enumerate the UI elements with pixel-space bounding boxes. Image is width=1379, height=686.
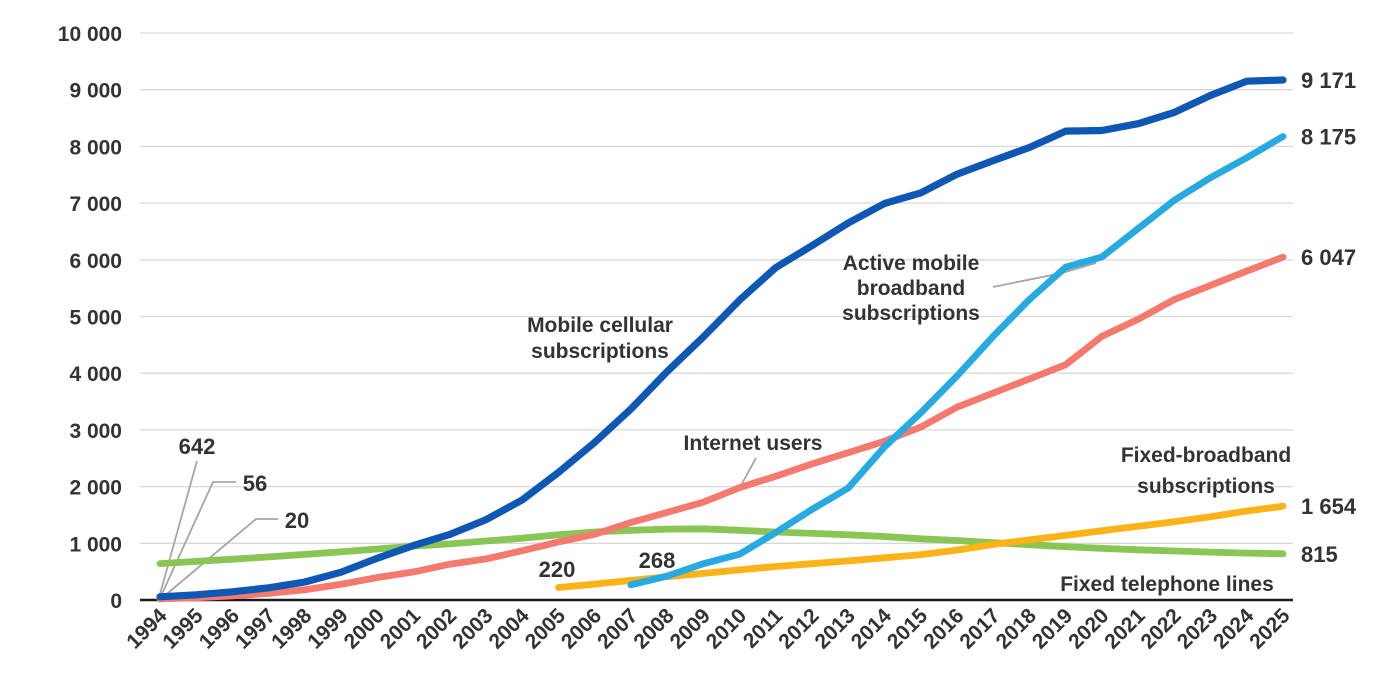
x-axis-label: 2021 bbox=[1100, 604, 1150, 654]
x-axis-label: 2022 bbox=[1137, 604, 1186, 653]
series-line-fixed-telephone bbox=[156, 525, 1287, 567]
annotation-220: 220 bbox=[539, 557, 576, 582]
leader-line bbox=[159, 460, 198, 595]
x-axis-label: 2007 bbox=[593, 604, 642, 653]
x-axis-label: 2023 bbox=[1173, 604, 1222, 653]
y-axis-label: 1 000 bbox=[69, 533, 122, 556]
x-axis-label: 2006 bbox=[557, 604, 606, 653]
x-axis-label: 2025 bbox=[1245, 604, 1295, 654]
x-axis-label: 2015 bbox=[883, 604, 933, 654]
x-axis-label: 2024 bbox=[1209, 604, 1259, 654]
active-mobile-broadband-label: Active mobile broadband subscriptions bbox=[842, 252, 980, 325]
x-axis-label: 2011 bbox=[739, 604, 788, 653]
x-axis-label: 2017 bbox=[955, 604, 1004, 653]
x-axis-label: 2008 bbox=[629, 604, 679, 654]
x-axis-label: 1994 bbox=[122, 604, 172, 654]
end-value-label-active-mobile-broadband: 8 175 bbox=[1301, 125, 1356, 150]
x-axis-label: 2001 bbox=[376, 604, 426, 654]
x-axis-label: 1999 bbox=[303, 604, 352, 653]
y-axis-label: 4 000 bbox=[69, 363, 122, 386]
y-axis-label: 8 000 bbox=[69, 136, 122, 159]
x-axis-label: 2014 bbox=[847, 604, 897, 654]
end-value-label-internet-users: 6 047 bbox=[1301, 245, 1356, 270]
x-axis-label: 2000 bbox=[340, 604, 389, 653]
internet-users-label: Internet users bbox=[684, 432, 823, 455]
annotation-20: 20 bbox=[285, 508, 309, 533]
series-line-mobile-cellular bbox=[156, 76, 1287, 601]
x-axis-labels: 1994199519961997199819992000200120022003… bbox=[122, 604, 1295, 654]
gridlines bbox=[140, 32, 1293, 544]
series-lines bbox=[156, 76, 1287, 603]
y-axis-label: 9 000 bbox=[69, 80, 122, 103]
y-axis-label: 10 000 bbox=[58, 23, 122, 46]
end-value-label-mobile-cellular: 9 171 bbox=[1301, 68, 1356, 93]
y-axis-label: 7 000 bbox=[69, 193, 122, 216]
annotation-56: 56 bbox=[243, 471, 267, 496]
y-axis-label: 3 000 bbox=[69, 420, 122, 443]
y-axis-label: 2 000 bbox=[69, 477, 122, 500]
x-axis-label: 2012 bbox=[774, 604, 823, 653]
annotation-268: 268 bbox=[639, 548, 676, 573]
leader-line bbox=[161, 518, 278, 599]
x-axis-label: 2016 bbox=[919, 604, 968, 653]
y-axis-labels: 0 1 000 2 000 3 000 4 000 5 000 6 000 7 000 8 00… bbox=[58, 23, 122, 613]
end-value-label-fixed-broadband: 1 654 bbox=[1301, 494, 1357, 519]
x-axis-label: 1997 bbox=[231, 604, 280, 653]
series-line-fixed-broadband bbox=[555, 502, 1287, 591]
x-axis-label: 2013 bbox=[811, 604, 860, 653]
series-line-active-mobile-broadband bbox=[627, 133, 1287, 589]
fixed-telephone-label: Fixed telephone lines bbox=[1060, 573, 1274, 596]
fixed-broadband-label: Fixed-broadband subscriptions bbox=[1121, 444, 1291, 498]
x-axis-label: 2010 bbox=[702, 604, 751, 653]
x-axis-label: 2020 bbox=[1064, 604, 1113, 653]
leader-line bbox=[160, 481, 236, 597]
y-axis-label: 5 000 bbox=[69, 307, 122, 330]
x-axis-label: 2005 bbox=[521, 604, 571, 654]
series-name-labels: Mobile cellular subscriptions Internet use… bbox=[527, 252, 1291, 596]
x-axis-label: 2002 bbox=[412, 604, 461, 653]
x-axis-label: 2009 bbox=[666, 604, 715, 653]
y-axis-label: 6 000 bbox=[69, 250, 122, 273]
x-axis-label: 1996 bbox=[195, 604, 244, 653]
end-value-label-fixed-telephone: 815 bbox=[1301, 542, 1338, 567]
mobile-cellular-label: Mobile cellular subscriptions bbox=[527, 314, 673, 363]
series-line-internet-users bbox=[156, 253, 1287, 603]
x-axis-label: 2004 bbox=[485, 604, 535, 654]
x-axis-label: 2003 bbox=[448, 604, 497, 653]
x-axis-label: 2019 bbox=[1028, 604, 1077, 653]
annotation-642: 642 bbox=[179, 434, 216, 459]
value-annotations: 642 56 20 220 268 bbox=[179, 434, 676, 582]
end-value-labels: 815 1 654 6 047 8 175 9 171 bbox=[1301, 68, 1357, 567]
y-axis-label: 0 bbox=[110, 590, 122, 613]
x-axis-label: 2018 bbox=[992, 604, 1042, 654]
x-axis-label: 1995 bbox=[158, 604, 208, 654]
x-axis-label: 1998 bbox=[267, 604, 317, 654]
